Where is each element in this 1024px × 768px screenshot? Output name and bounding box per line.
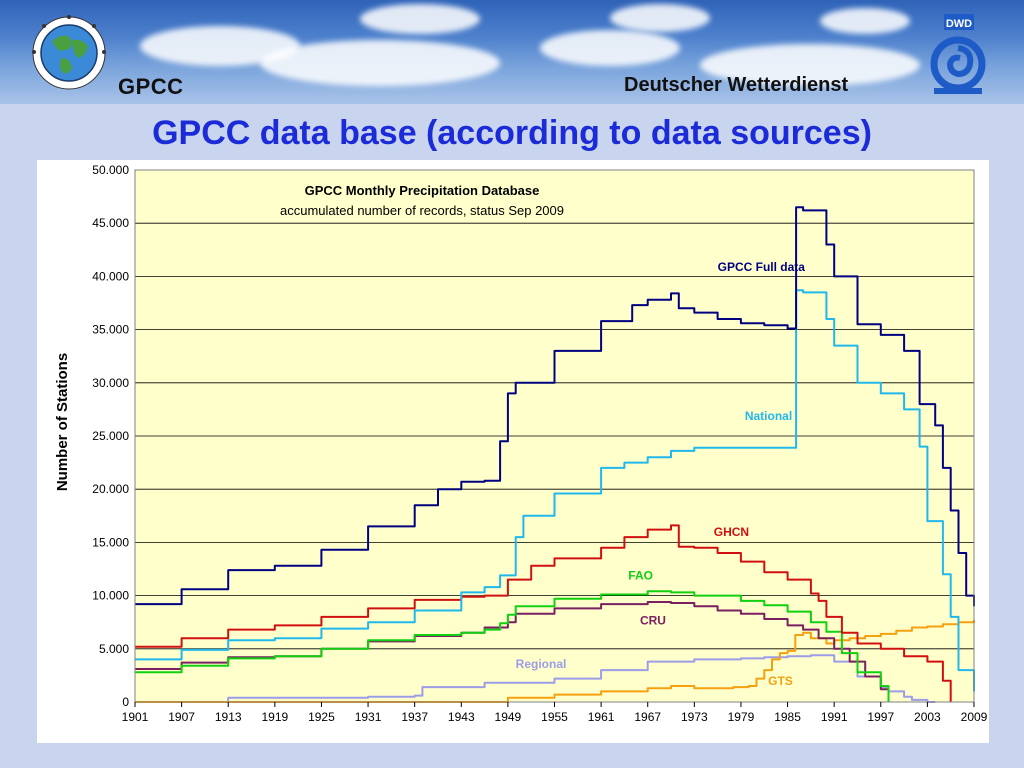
y-tick-label: 0	[122, 695, 129, 709]
series-label-fao: FAO	[628, 569, 653, 583]
dwd-brand: Deutscher Wetterdienst	[624, 74, 849, 96]
x-tick-label: 1997	[867, 710, 894, 724]
x-tick-label: 1901	[122, 710, 149, 724]
series-label-gts: GTS	[768, 674, 793, 688]
chart-frame: 0 5.000 10.000 15.000 20.000 25.000 30.000 35.0…	[37, 160, 989, 743]
y-tick-label: 25.000	[92, 429, 129, 443]
page-title: GPCC data base (according to data source…	[152, 114, 872, 152]
y-tick-label: 20.000	[92, 482, 129, 496]
series-label-regional: Regional	[516, 657, 567, 671]
x-tick-label: 1925	[308, 710, 335, 724]
y-tick-label: 5.000	[99, 642, 129, 656]
chart-title: GPCC Monthly Precipitation Database	[305, 183, 540, 198]
x-tick-label: 1991	[821, 710, 848, 724]
x-tick-label: 1937	[401, 710, 428, 724]
x-tick-label: 1973	[681, 710, 708, 724]
y-tick-label: 15.000	[92, 535, 129, 549]
x-tick-label: 1985	[774, 710, 801, 724]
y-tick-label: 10.000	[92, 589, 129, 603]
y-tick-label: 40.000	[92, 269, 129, 283]
x-tick-label: 1961	[588, 710, 615, 724]
precipitation-chart: 0 5.000 10.000 15.000 20.000 25.000 30.000 35.0…	[54, 163, 988, 724]
series-line-gpcc-full-data	[135, 206, 975, 607]
x-tick-label: 2009	[961, 710, 988, 724]
x-tick-label: 1943	[448, 710, 475, 724]
series-label-ghcn: GHCN	[714, 525, 749, 539]
y-tick-label: 35.000	[92, 323, 129, 337]
series-line-gts	[135, 620, 975, 703]
y-tick-label: 30.000	[92, 376, 129, 390]
y-axis-label: Number of Stations	[54, 353, 71, 491]
series-line-national	[135, 289, 975, 692]
x-tick-label: 2003	[914, 710, 941, 724]
globe-icon	[32, 15, 106, 90]
y-tick-label: 45.000	[92, 216, 129, 230]
header-banner: GPCC Deutscher Wetterdienst DWD	[0, 0, 1024, 104]
x-tick-label: 1949	[495, 710, 522, 724]
series-line-fao	[135, 590, 890, 702]
x-tick-label: 1907	[168, 710, 195, 724]
x-tick-label: 1967	[634, 710, 661, 724]
chart-subtitle: accumulated number of records, status Se…	[280, 203, 564, 218]
dwd-swirl-icon: DWD	[930, 14, 986, 94]
series-label-national: National	[745, 409, 792, 423]
dwd-badge: DWD	[946, 18, 972, 30]
y-tick-label: 50.000	[92, 163, 129, 177]
x-tick-label: 1913	[215, 710, 242, 724]
gpcc-brand: GPCC	[118, 74, 184, 99]
series-label-cru: CRU	[640, 613, 666, 627]
series-line-ghcn	[135, 524, 952, 702]
x-tick-label: 1955	[541, 710, 568, 724]
x-tick-label: 1919	[261, 710, 288, 724]
x-tick-label: 1931	[355, 710, 382, 724]
x-tick-label: 1979	[728, 710, 755, 724]
series-label-gpcc-full-data: GPCC Full data	[718, 260, 806, 274]
